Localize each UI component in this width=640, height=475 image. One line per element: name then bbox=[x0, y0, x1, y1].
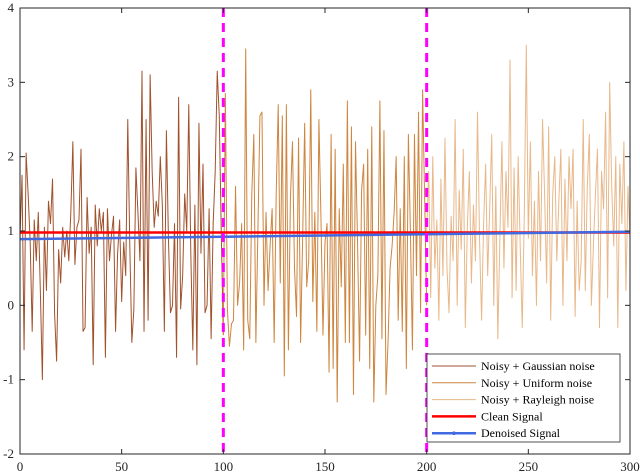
legend-label-denoised-signal: Denoised Signal bbox=[481, 426, 561, 440]
y-tick-label: 1 bbox=[8, 223, 15, 238]
legend-label-noisy-uniform-noise: Noisy + Uniform noise bbox=[481, 376, 592, 390]
x-tick-label: 0 bbox=[17, 459, 24, 474]
y-tick-label: 2 bbox=[8, 149, 15, 164]
x-tick-label: 50 bbox=[115, 459, 128, 474]
y-tick-label: 4 bbox=[8, 0, 15, 15]
legend: Noisy + Gaussian noise Noisy + Uniform no… bbox=[426, 353, 621, 443]
series-layer bbox=[19, 44, 631, 403]
legend-label-noisy-rayleigh-noise: Noisy + Rayleigh noise bbox=[481, 393, 594, 407]
series-line-noisy-rayleigh-noise bbox=[426, 44, 631, 340]
legend-label-noisy-gaussian-noise: Noisy + Gaussian noise bbox=[481, 359, 595, 373]
y-tick-label: 3 bbox=[8, 74, 15, 89]
series-line-denoised-signal bbox=[19, 230, 631, 241]
legend-items: Noisy + Gaussian noise Noisy + Uniform no… bbox=[432, 359, 595, 440]
x-tick-label: 100 bbox=[214, 459, 234, 474]
x-tick-label: 250 bbox=[519, 459, 539, 474]
series-line-noisy-gaussian-noise bbox=[19, 70, 224, 381]
legend-label-clean-signal: Clean Signal bbox=[481, 409, 543, 423]
legend-box bbox=[426, 353, 621, 443]
y-tick-label: -1 bbox=[3, 372, 14, 387]
legend-marker-denoised-signal bbox=[452, 431, 456, 436]
y-tick-label: -2 bbox=[3, 446, 14, 461]
x-tick-label: 300 bbox=[620, 459, 640, 474]
y-tick-label: 0 bbox=[8, 297, 15, 312]
x-tick-label: 150 bbox=[315, 459, 335, 474]
tick-layer: 0 50 100 150 200 250 300 -2 -1 0 1 2 3 4 bbox=[3, 0, 640, 474]
x-tick-label: 200 bbox=[417, 459, 437, 474]
